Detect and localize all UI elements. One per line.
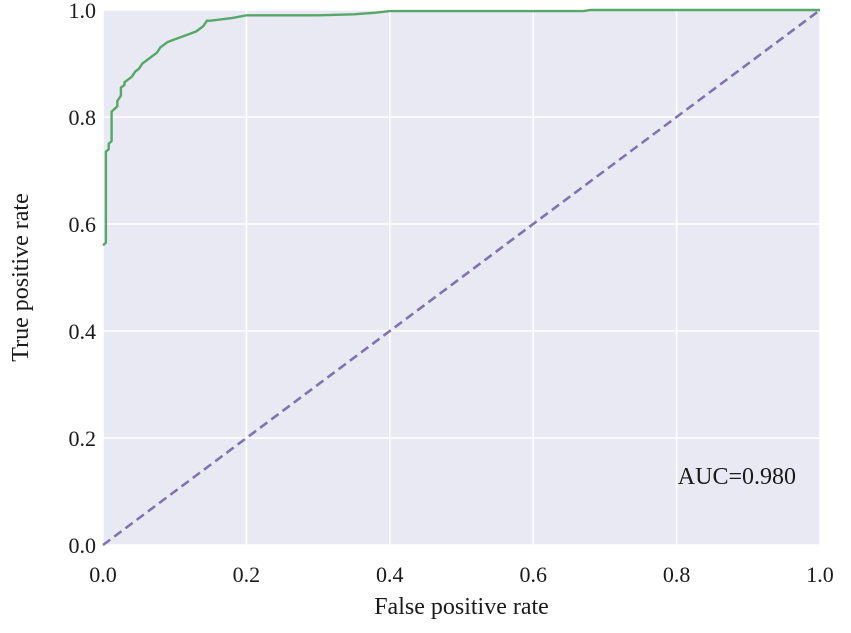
series-layer xyxy=(102,8,821,547)
y-tick-label: 1.0 xyxy=(69,0,97,23)
x-tick-label: 1.0 xyxy=(806,562,834,587)
grid-lines xyxy=(102,9,821,546)
y-tick-label: 0.0 xyxy=(69,533,97,558)
y-tick-label: 0.4 xyxy=(69,319,97,344)
y-tick-label: 0.6 xyxy=(69,212,97,237)
chance-diagonal-line xyxy=(102,8,821,547)
y-axis-label: True positive rate xyxy=(8,193,34,361)
roc-curve-line xyxy=(102,8,820,247)
y-tick-label: 0.2 xyxy=(69,426,97,451)
x-tick-label: 0.4 xyxy=(376,562,404,587)
x-tick-label: 0.6 xyxy=(519,562,547,587)
y-tick-label: 0.8 xyxy=(69,105,97,130)
x-tick-label: 0.8 xyxy=(663,562,691,587)
x-tick-label: 0.2 xyxy=(233,562,261,587)
tick-labels: 0.0 0.2 0.4 0.6 0.8 1.0 0.0 0.2 0.4 0.6 0.8 1.0 xyxy=(69,0,834,587)
x-axis-label: False positive rate xyxy=(374,594,549,620)
x-tick-label: 0.0 xyxy=(89,562,117,587)
auc-annotation: AUC=0.980 xyxy=(678,464,796,490)
